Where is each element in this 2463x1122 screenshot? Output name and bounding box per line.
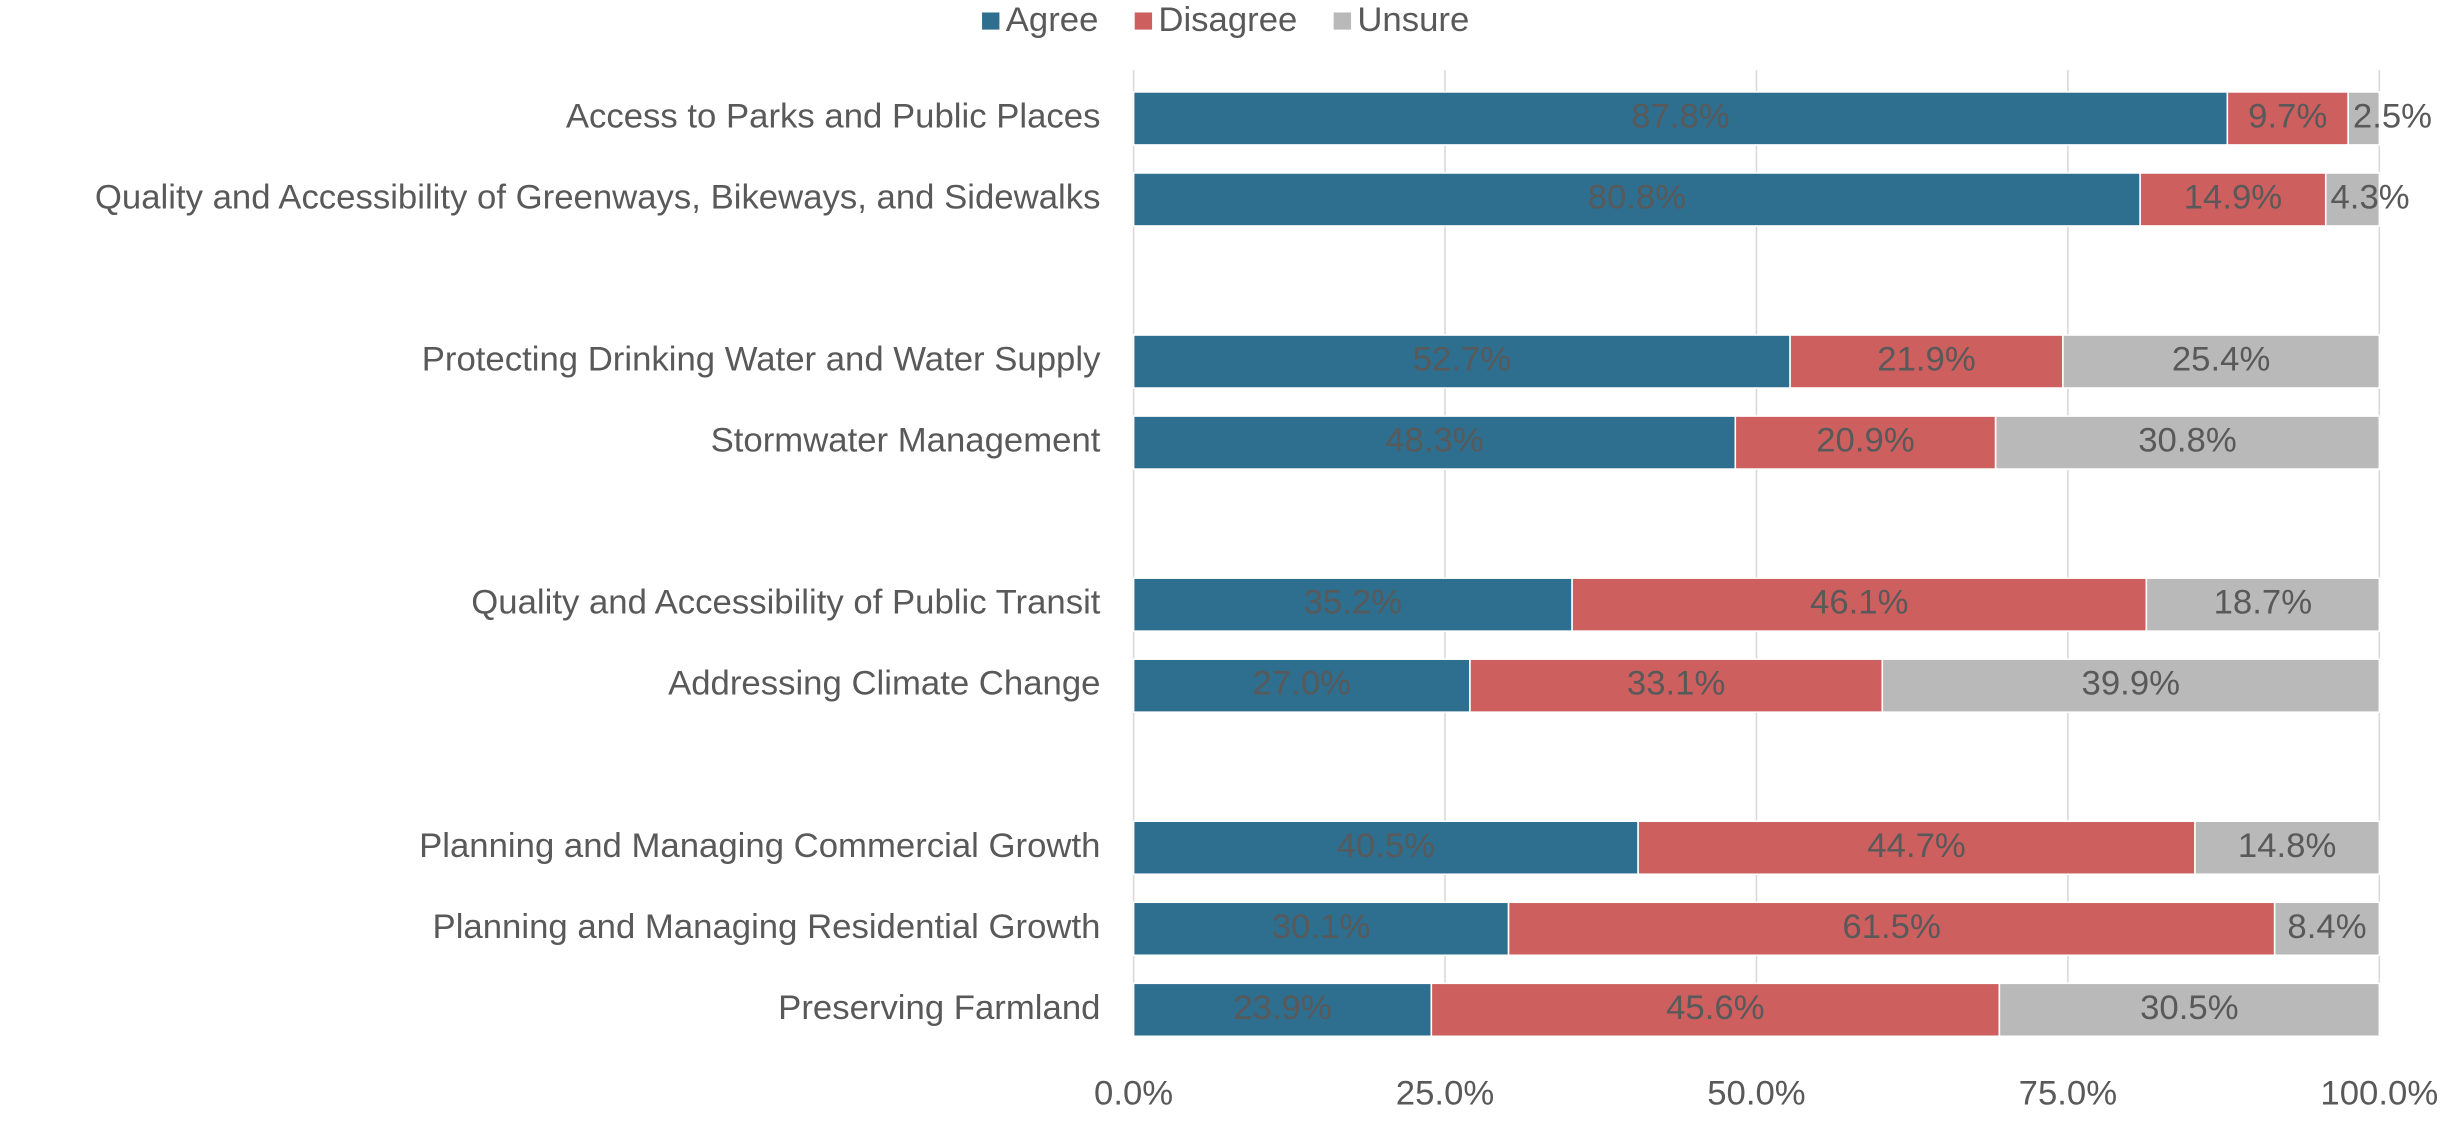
- bar-segment: [2273, 901, 2381, 957]
- legend-label: Unsure: [1357, 1, 1469, 39]
- value-label: 45.6%: [1666, 989, 1764, 1027]
- bar-segment: [1132, 901, 1510, 957]
- bar-segment: [1132, 172, 2141, 227]
- bar-segment: [1734, 415, 1997, 470]
- x-tick-label: 0.0%: [1094, 1075, 1173, 1113]
- bar-segment: [1998, 982, 2381, 1038]
- legend-swatch: [1333, 12, 1352, 30]
- value-label: 87.8%: [1631, 98, 1729, 136]
- bar-segment: [1994, 415, 2381, 470]
- category-label: Quality and Accessibility of Public Tran…: [471, 584, 1101, 622]
- value-label: 23.9%: [1233, 989, 1331, 1027]
- value-label: 40.5%: [1337, 827, 1435, 865]
- value-label: 8.4%: [2287, 908, 2366, 946]
- legend-label: Agree: [1006, 1, 1099, 39]
- bar-segment: [2194, 820, 2381, 876]
- bar-segment: [1132, 658, 1471, 713]
- value-label: 46.1%: [1810, 584, 1908, 622]
- bar-segment: [2226, 91, 2349, 146]
- value-label: 30.1%: [1272, 908, 1370, 946]
- x-tick-label: 75.0%: [2019, 1075, 2117, 1113]
- legend-swatch: [982, 12, 1000, 30]
- bar-segment: [1881, 658, 2381, 713]
- value-label: 18.7%: [2214, 584, 2312, 622]
- bar-segment: [1132, 91, 2229, 146]
- value-label: 44.7%: [1867, 827, 1965, 865]
- category-label: Preserving Farmland: [778, 989, 1100, 1027]
- x-tick-label: 25.0%: [1396, 1075, 1494, 1113]
- bar-segment: [1637, 820, 2196, 876]
- bar-segment: [1132, 577, 1573, 632]
- value-label: 61.5%: [1842, 908, 1940, 946]
- value-label: 48.3%: [1385, 422, 1483, 460]
- bar-segment: [2139, 172, 2327, 227]
- bar-segment: [1507, 901, 2276, 957]
- x-tick-label: 50.0%: [1707, 1075, 1805, 1113]
- bar-segment: [1132, 982, 1433, 1038]
- value-label: 30.5%: [2140, 989, 2238, 1027]
- bar-segment: [1430, 982, 2001, 1038]
- bar-segment: [2347, 91, 2381, 146]
- category-label: Planning and Managing Commercial Growth: [419, 827, 1100, 865]
- bar-segment: [1132, 820, 1639, 876]
- value-label: 21.9%: [1877, 341, 1975, 379]
- value-label: 35.2%: [1304, 584, 1402, 622]
- category-label: Protecting Drinking Water and Water Supp…: [422, 341, 1101, 379]
- x-tick-label: 100.0%: [2320, 1075, 2438, 1113]
- value-label: 39.9%: [2082, 665, 2180, 703]
- bar-segment: [2062, 334, 2381, 389]
- value-label: 52.7%: [1413, 341, 1511, 379]
- category-label: Addressing Climate Change: [668, 665, 1100, 703]
- value-label: 20.9%: [1816, 422, 1914, 460]
- bar-segment: [1132, 334, 1791, 389]
- value-label: 33.1%: [1627, 665, 1725, 703]
- category-label: Access to Parks and Public Places: [566, 98, 1101, 136]
- category-label: Stormwater Management: [711, 422, 1101, 460]
- value-label: 2.5%: [2353, 98, 2432, 136]
- value-label: 27.0%: [1253, 665, 1351, 703]
- legend-swatch: [1134, 12, 1153, 30]
- bar-segment: [2324, 172, 2381, 227]
- value-label: 4.3%: [2330, 179, 2409, 217]
- value-label: 14.8%: [2238, 827, 2336, 865]
- value-label: 80.8%: [1588, 179, 1686, 217]
- value-label: 14.9%: [2184, 179, 2282, 217]
- value-label: 25.4%: [2172, 341, 2270, 379]
- bar-segment: [2145, 577, 2381, 632]
- legend-label: Disagree: [1158, 1, 1297, 39]
- category-label: Quality and Accessibility of Greenways, …: [95, 179, 1101, 217]
- category-label: Planning and Managing Residential Growth: [433, 908, 1101, 946]
- bar-segment: [1469, 658, 1884, 713]
- value-label: 30.8%: [2138, 422, 2236, 460]
- value-label: 9.7%: [2248, 98, 2327, 136]
